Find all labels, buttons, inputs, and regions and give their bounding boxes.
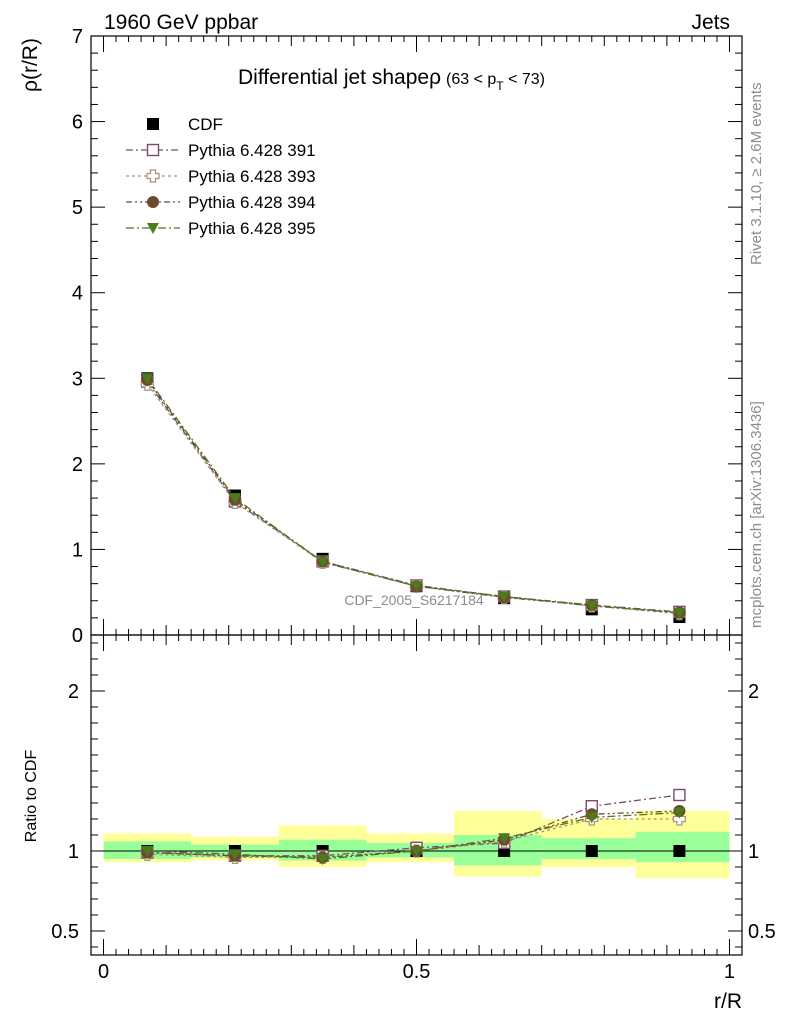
data-point [498,591,511,603]
energy-label: 1960 GeV ppbar [104,11,258,34]
ratio-data-point [498,833,511,845]
ratio-data-point [673,845,686,857]
ratio-y-tick-label-right: 2 [748,681,759,703]
legend-marker [146,143,160,157]
legend-marker [147,118,159,130]
legend-entry: Pythia 6.428 391 [126,141,316,160]
legend-label: Pythia 6.428 391 [188,141,316,160]
ratio-data-point [410,846,423,857]
legend-entry: CDF [147,115,223,134]
analysis-id-label: CDF_2005_S6217184 [344,592,484,608]
ratio-y-tick-label-left: 0.5 [51,921,79,943]
main-y-tick-label: 2 [72,454,83,476]
ratio-y-tick-label-right: 1 [748,841,759,863]
legend-entry: Pythia 6.428 395 [126,219,316,238]
ratio-y-axis-label: Ratio to CDF [23,750,40,843]
side-mcplots-label: mcplots.cern.ch [arXiv:1306.3436] [748,401,765,628]
series-line [146,377,680,614]
legend-entry: Pythia 6.428 394 [126,193,316,212]
main-x-ticks [103,36,730,635]
ratio-y-tick-label-right: 0.5 [748,921,776,943]
main-y-axis-label: ρ(r/R) [19,38,42,92]
legend-entry: Pythia 6.428 393 [126,167,316,186]
data-point [673,607,686,619]
series-pythia-6-428-395 [141,373,686,619]
ratio-data-point [673,788,686,802]
main-y-tick-label: 6 [72,112,83,134]
ratio-data-point [673,807,686,819]
data-point [141,373,154,385]
data-point [228,493,241,505]
ratio-x-ticks [103,635,730,955]
ratio-data-point [585,845,598,857]
process-label: Jets [691,11,730,34]
main-y-tick-label: 1 [72,539,83,561]
ratio-x-tick-labels: 0 0.5 1 [98,961,735,983]
main-y-tick-label: 7 [72,26,83,48]
ratio-series [140,788,687,865]
plot-title-cut-a: (63 < p [446,71,496,88]
legend-label: CDF [188,115,223,134]
x-tick-label: 0 [98,961,109,983]
ratio-data-point [672,812,687,826]
ratio-data-point [228,849,241,861]
plot-title-rho: ρ [429,66,441,89]
plot-title-cut-sub: T [496,79,504,93]
ratio-y-tick-labels: 0.5 0.5 1 1 2 2 [51,681,776,943]
ratio-panel: 0.5 0.51 12 2 0 0.5 1 Ratio to CDF r/R [23,634,776,1013]
x-tick-label: 0.5 [403,961,431,983]
plot-title-main: Differential jet shape [238,66,429,89]
main-y-tick-label: 5 [72,197,83,219]
ratio-data-point [141,846,154,857]
data-point [585,600,598,612]
legend-label: Pythia 6.428 395 [188,219,316,238]
legend-marker [146,169,160,183]
data-point [316,557,329,569]
main-y-ticks [91,35,742,636]
x-tick-label: 1 [724,961,735,983]
legend-label: Pythia 6.428 394 [188,193,316,212]
ratio-y-tick-label-left: 2 [68,681,79,703]
main-y-tick-label: 0 [72,625,83,647]
ratio-series-pythia-6-428-395 [141,807,686,865]
main-y-tick-label: 4 [72,283,83,305]
main-panel: 0 1 2 3 4 5 6 7 ρ(r/R) Differential jet shapeρ (… [19,26,743,647]
plot-title-cut-b: < 73) [504,71,545,88]
ratio-y-ticks [91,642,742,948]
x-axis-label: r/R [714,990,742,1013]
side-rivet-label: Rivet 3.1.10, ≥ 2.6M events [748,83,765,266]
ratio-data-point [585,812,598,824]
ratio-y-tick-label-left: 1 [68,841,79,863]
legend-marker [147,223,159,234]
main-series [140,372,687,624]
ratio-plot-frame [90,634,743,956]
main-y-tick-label: 3 [72,368,83,390]
legend-marker [147,196,159,208]
data-point [410,581,423,593]
ratio-uncertainty-bands [103,811,730,879]
main-y-tick-labels: 0 1 2 3 4 5 6 7 [72,26,83,647]
plot-title: Differential jet shapeρ (63 < pT < 73) [238,66,545,93]
series-line [146,379,680,614]
ratio-data-point [316,854,329,865]
legend: CDF Pythia 6.428 391 Pythia 6.428 393 Pythi… [126,115,316,238]
legend-label: Pythia 6.428 393 [188,167,316,186]
series-line [146,381,680,613]
